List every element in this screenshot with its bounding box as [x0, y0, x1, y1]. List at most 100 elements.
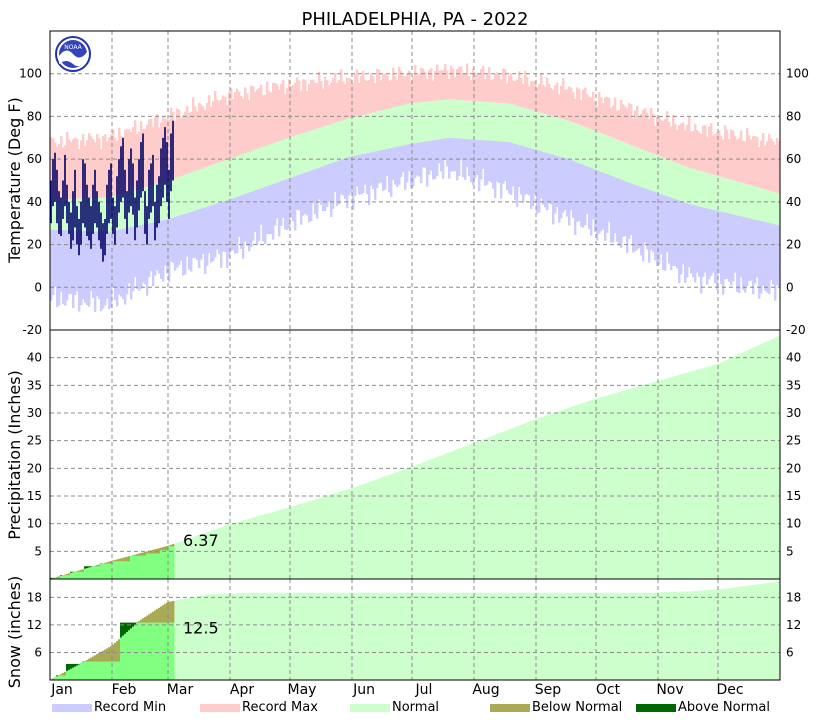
record-max-bar	[478, 73, 481, 102]
record-max-bar	[474, 72, 477, 102]
precip-observed-bar	[172, 546, 175, 579]
precip-observed-bar	[158, 553, 161, 579]
normal-range-bar	[746, 184, 749, 218]
record-min-bar	[662, 194, 665, 270]
record-min-bar	[672, 198, 675, 266]
snow-below-normal-bar	[152, 611, 155, 623]
record-max-bar	[336, 82, 339, 123]
record-max-bar	[504, 69, 507, 104]
normal-range-bar	[764, 189, 767, 223]
record-min-bar	[660, 194, 663, 255]
normal-range-bar	[394, 107, 397, 148]
record-max-bar	[462, 73, 465, 101]
snow-below-normal-bar	[116, 641, 119, 662]
snow-observed-bar	[128, 630, 131, 680]
legend: Record Min Record Max Normal Below Normal Ab…	[52, 700, 770, 715]
normal-range-bar	[488, 102, 491, 141]
normal-range-bar	[146, 186, 149, 224]
record-max-bar	[366, 80, 369, 115]
record-min-bar	[330, 163, 333, 218]
precip-observed-bar	[98, 566, 101, 579]
record-min-bar	[62, 230, 65, 305]
record-max-bar	[112, 130, 115, 197]
normal-range-bar	[256, 149, 259, 190]
record-min-bar	[242, 194, 245, 259]
precipitation-tick-right: 25	[786, 434, 801, 448]
normal-range-bar	[694, 169, 697, 206]
precip-above-normal-bar	[70, 571, 73, 573]
record-max-bar	[410, 81, 413, 104]
record-min-bar	[636, 185, 639, 250]
temperature-tick-left: 100	[19, 67, 42, 81]
record-min-bar	[684, 202, 687, 283]
snow-observed-bar	[58, 675, 61, 680]
normal-range-bar	[296, 135, 299, 176]
record-min-bar	[652, 191, 655, 253]
precip-below-normal-bar	[132, 555, 135, 556]
record-max-bar	[406, 73, 409, 105]
normal-range-bar	[740, 182, 743, 217]
record-max-bar	[156, 113, 159, 184]
observed-temp-bar	[160, 148, 162, 207]
record-min-bar	[180, 215, 183, 261]
record-max-bar	[742, 141, 745, 184]
record-max-bar	[338, 80, 341, 122]
record-min-bar	[134, 226, 137, 278]
record-max-bar	[314, 82, 317, 130]
record-min-bar	[742, 216, 745, 290]
normal-range-bar	[606, 135, 609, 175]
record-max-bar	[612, 105, 615, 138]
record-min-bar	[602, 172, 605, 230]
normal-range-bar	[656, 155, 659, 193]
normal-range-bar	[722, 177, 725, 213]
record-max-bar	[88, 133, 91, 199]
normal-range-bar	[678, 163, 681, 201]
normal-range-bar	[222, 161, 225, 202]
record-max-bar	[700, 133, 703, 172]
record-min-bar	[86, 230, 89, 306]
normal-range-bar	[620, 141, 623, 180]
record-max-bar	[544, 86, 547, 114]
record-min-bar	[334, 161, 337, 193]
precip-observed-bar	[164, 550, 167, 579]
normal-range-bar	[450, 99, 453, 138]
record-max-bar	[208, 95, 211, 167]
record-min-bar	[422, 141, 425, 168]
normal-range-bar	[268, 144, 271, 186]
normal-range-bar	[300, 133, 303, 175]
record-max-bar	[362, 70, 365, 116]
precipitation-tick-left: 10	[27, 517, 42, 531]
observed-temp-bar	[142, 133, 144, 192]
record-min-bar	[284, 179, 287, 230]
record-min-bar	[526, 147, 529, 194]
precip-observed-bar	[142, 555, 145, 579]
record-min-bar	[702, 207, 705, 277]
precip-observed-bar	[76, 571, 79, 579]
record-max-bar	[310, 79, 313, 131]
record-min-bar	[704, 207, 707, 273]
normal-range-bar	[338, 121, 341, 161]
normal-range-bar	[672, 161, 675, 199]
normal-range-bar	[552, 116, 555, 155]
record-max-bar	[458, 66, 461, 101]
normal-range-bar	[596, 131, 599, 171]
record-min-bar	[228, 199, 231, 258]
normal-range-bar	[610, 137, 613, 176]
normal-range-bar	[102, 197, 105, 232]
record-max-bar	[70, 142, 73, 199]
precip-below-normal-bar	[114, 559, 117, 562]
month-label: Apr	[230, 682, 254, 698]
record-min-bar	[730, 213, 733, 286]
normal-range-bar	[472, 101, 475, 140]
record-max-bar	[640, 114, 643, 149]
normal-range-bar	[358, 116, 361, 155]
record-max-bar	[762, 132, 765, 189]
record-min-bar	[740, 216, 743, 278]
record-max-bar	[756, 137, 759, 188]
precip-observed-bar	[118, 561, 121, 579]
record-min-bar	[282, 180, 285, 218]
record-max-bar	[554, 85, 557, 117]
record-max-bar	[532, 81, 535, 111]
record-max-bar	[394, 76, 397, 108]
normal-range-bar	[396, 106, 399, 147]
